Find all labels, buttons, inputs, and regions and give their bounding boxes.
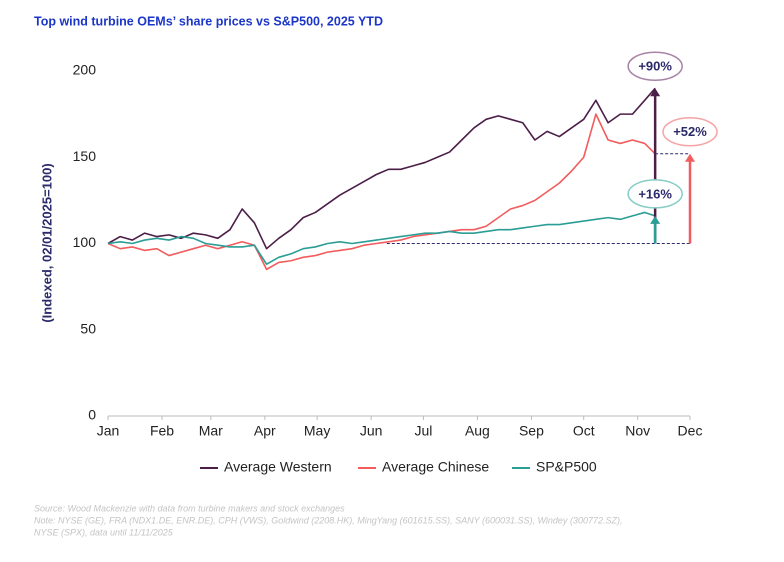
annotation-bubble [627, 179, 683, 209]
annotation-label: +16% [638, 186, 672, 201]
arrow-head [650, 88, 661, 97]
y-tick-label: 100 [73, 234, 97, 250]
chart-title: Top wind turbine OEMs’ share prices vs S… [34, 14, 383, 28]
arrow-head [685, 153, 695, 162]
annotation-label: +52% [673, 124, 707, 139]
legend-label: Average Chinese [382, 459, 489, 475]
x-tick-label: Jan [97, 423, 120, 439]
series-line [107, 211, 656, 265]
x-tick-label: Sep [519, 423, 544, 439]
y-tick-label: 150 [73, 148, 97, 164]
note: NYSE (SPX), data until 11/11/2025 [34, 527, 174, 537]
x-tick-label: Aug [465, 423, 490, 439]
x-tick-label: Jul [414, 423, 432, 439]
legend-label: Average Western [224, 459, 332, 475]
x-tick-label: Feb [150, 423, 174, 439]
y-tick-label: 0 [88, 407, 96, 423]
x-tick-label: Dec [678, 423, 703, 439]
y-tick-label: 50 [80, 320, 96, 336]
source: Source: Wood Mackenzie with data from tu… [34, 503, 345, 513]
annotation-bubble [662, 117, 718, 147]
x-tick-label: Jun [360, 423, 383, 439]
annotation-label: +90% [638, 59, 672, 74]
note: Note: NYSE (GE), FRA (NDX1.DE, ENR.DE), … [34, 515, 622, 525]
y-tick-label: 200 [73, 62, 97, 78]
y-axis-label: (Indexed, 02/01/2025=100) [39, 163, 54, 322]
arrow-head [650, 215, 661, 224]
series-line [107, 87, 656, 250]
legend-label: SP&P500 [536, 459, 597, 475]
x-tick-label: Apr [254, 423, 276, 439]
series-line [107, 113, 656, 271]
x-tick-label: Mar [199, 423, 223, 439]
x-tick-label: Nov [625, 423, 650, 439]
annotation-bubble [627, 51, 683, 81]
x-tick-label: Oct [573, 423, 595, 439]
x-tick-label: May [304, 423, 330, 439]
